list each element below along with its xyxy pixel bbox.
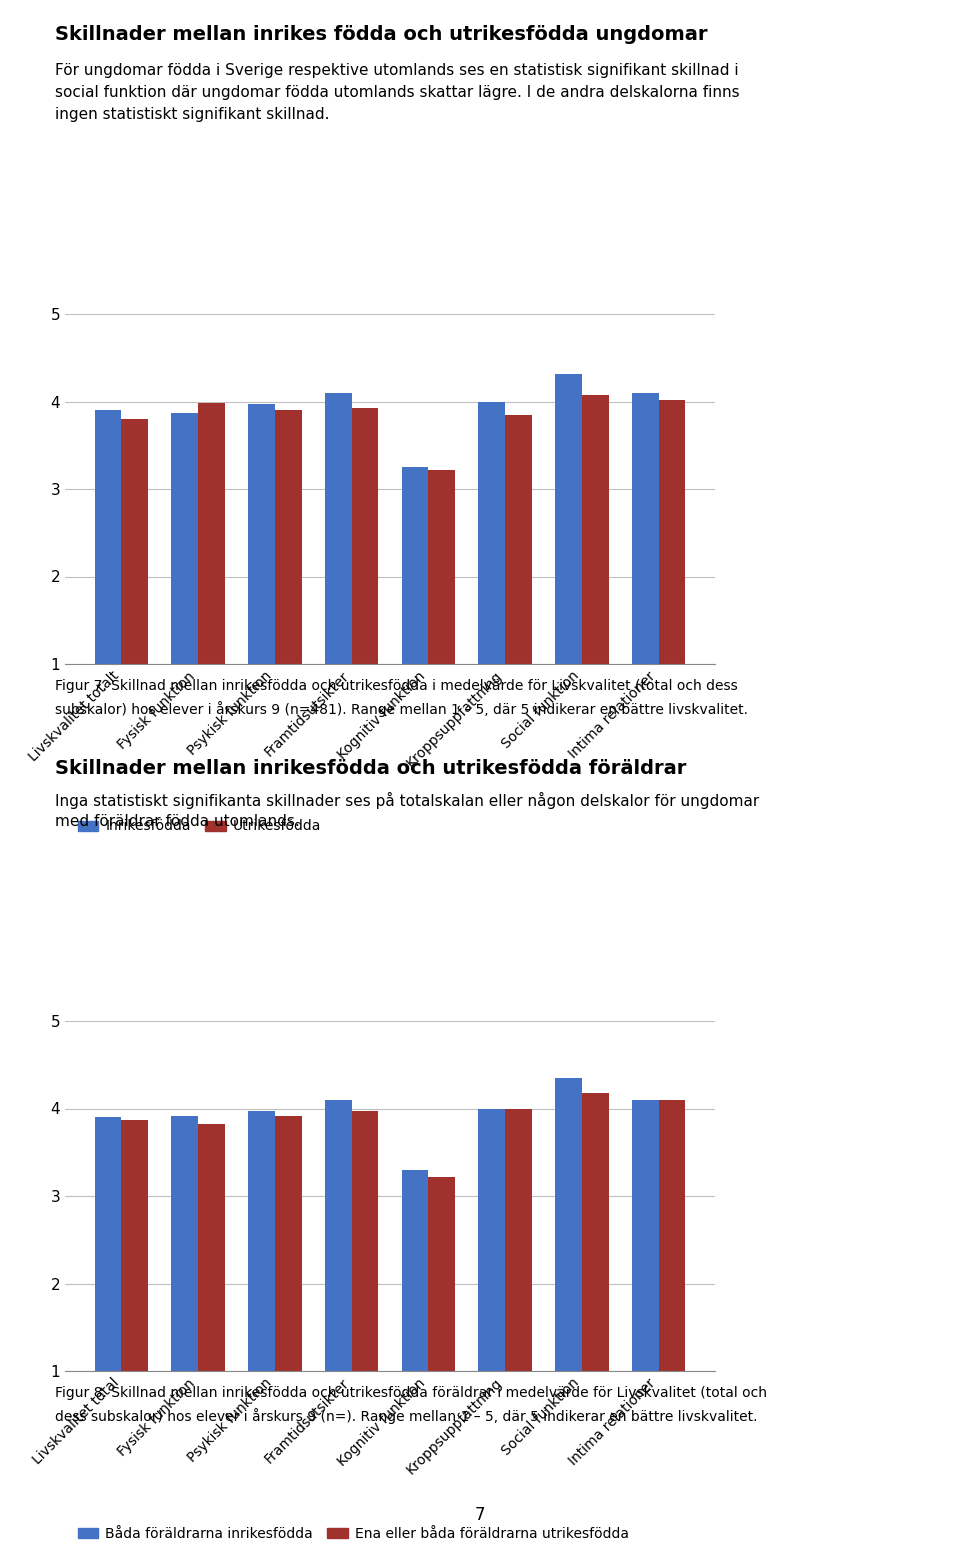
Bar	[171, 413, 198, 752]
Bar	[659, 1100, 685, 1458]
Bar	[505, 1108, 532, 1458]
Bar	[121, 1119, 148, 1458]
Bar	[248, 405, 275, 752]
Bar	[478, 1108, 505, 1458]
Text: Skillnader mellan inrikesfödda och utrikesfödda föräldrar: Skillnader mellan inrikesfödda och utrik…	[55, 760, 686, 778]
Bar	[275, 410, 301, 752]
Bar	[428, 1177, 455, 1458]
Bar	[555, 1078, 582, 1458]
Text: 7: 7	[475, 1505, 485, 1524]
Text: Skillnader mellan inrikes födda och utrikesfödda ungdomar: Skillnader mellan inrikes födda och utri…	[55, 25, 708, 44]
Legend: Båda föräldrarna inrikesfödda, Ena eller båda föräldrarna utrikesfödda: Båda föräldrarna inrikesfödda, Ena eller…	[72, 1521, 635, 1546]
Bar	[324, 392, 351, 752]
Bar	[582, 395, 609, 752]
Bar	[248, 1111, 275, 1458]
Bar	[505, 414, 532, 752]
Text: dess subskalor) hos elever i årskurs 9 (n=). Range mellan 1 – 5, där 5 indikerar: dess subskalor) hos elever i årskurs 9 (…	[55, 1408, 757, 1424]
Bar	[324, 1100, 351, 1458]
Bar	[555, 374, 582, 752]
Bar	[275, 1116, 301, 1458]
Text: Figur 7. Skillnad mellan inrikesfödda och utrikesfödda i medelvärde för Livskval: Figur 7. Skillnad mellan inrikesfödda oc…	[55, 678, 737, 692]
Bar	[428, 470, 455, 752]
Bar	[171, 1116, 198, 1458]
Text: ingen statistiskt signifikant skillnad.: ingen statistiskt signifikant skillnad.	[55, 106, 329, 122]
Bar	[198, 1124, 225, 1458]
Bar	[582, 1093, 609, 1458]
Bar	[632, 1100, 659, 1458]
Legend: Inrikesfödda, Utrikesfödda: Inrikesfödda, Utrikesfödda	[72, 814, 326, 839]
Bar	[94, 410, 121, 752]
Bar	[198, 403, 225, 752]
Text: Inga statistiskt signifikanta skillnader ses på totalskalan eller någon delskalo: Inga statistiskt signifikanta skillnader…	[55, 792, 759, 810]
Text: social funktion där ungdomar födda utomlands skattar lägre. I de andra delskalor: social funktion där ungdomar födda utoml…	[55, 84, 739, 100]
Bar	[351, 408, 378, 752]
Bar	[659, 400, 685, 752]
Text: För ungdomar födda i Sverige respektive utomlands ses en statistisk signifikant : För ungdomar födda i Sverige respektive …	[55, 63, 738, 78]
Bar	[401, 1169, 428, 1458]
Text: subskalor) hos elever i årskurs 9 (n=481). Range mellan 1 – 5, där 5 indikerar e: subskalor) hos elever i årskurs 9 (n=481…	[55, 702, 748, 717]
Text: med föräldrar födda utomlands.: med föräldrar födda utomlands.	[55, 814, 300, 828]
Bar	[121, 419, 148, 752]
Bar	[351, 1111, 378, 1458]
Bar	[94, 1118, 121, 1458]
Bar	[478, 402, 505, 752]
Text: Figur 8. Skillnad mellan inrikesfödda och utrikesfödda föräldrar i medelvärde fö: Figur 8. Skillnad mellan inrikesfödda oc…	[55, 1386, 767, 1400]
Bar	[632, 392, 659, 752]
Bar	[401, 467, 428, 752]
